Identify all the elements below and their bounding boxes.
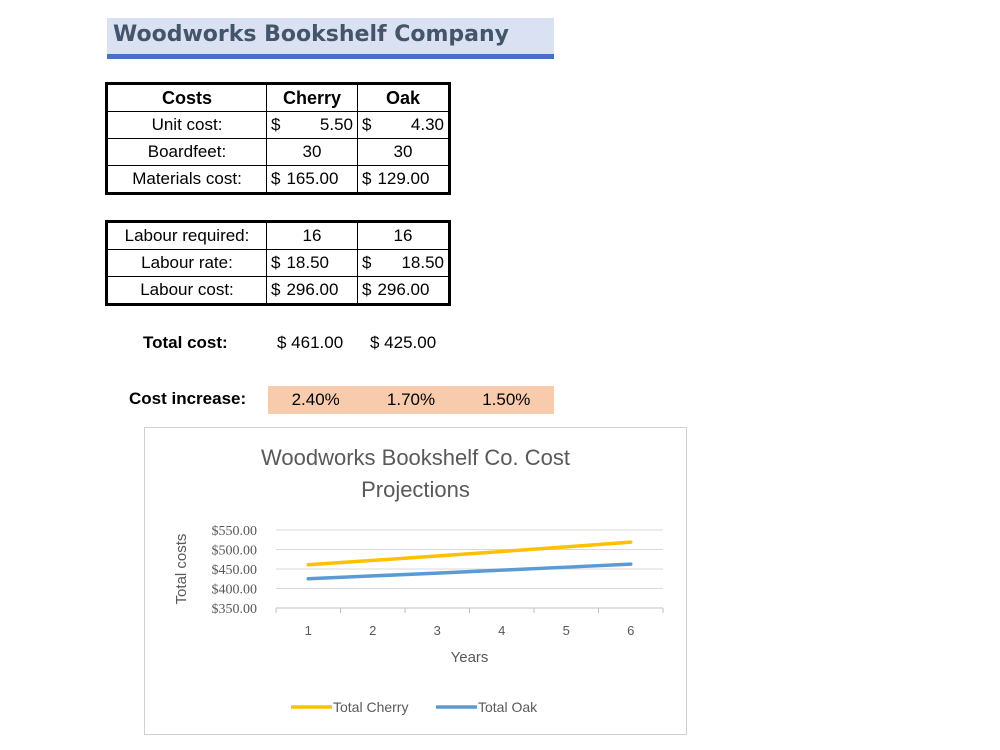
legend-label: Total Oak — [478, 699, 538, 715]
x-tick-label: 2 — [369, 623, 376, 638]
unit-cost-cherry-cell[interactable]: $5.50 — [266, 111, 358, 139]
chart-title-line: Projections — [361, 477, 470, 502]
labour-cost-cherry-cell[interactable]: $296.00 — [266, 276, 358, 304]
unit-cost-oak-cell[interactable]: $4.30 — [357, 111, 449, 139]
total-cost-cherry[interactable]: $ 461.00 — [277, 333, 344, 352]
company-title: Woodworks Bookshelf Company — [113, 22, 509, 47]
currency-sign: $ — [271, 280, 281, 299]
row-labour-cost: Labour cost: $296.00 $296.00 — [107, 276, 449, 304]
labour-cost-oak: 296.00 — [377, 280, 430, 299]
unit-cost-label[interactable]: Unit cost: — [107, 111, 267, 139]
materials-cost-oak-cell[interactable]: $129.00 — [357, 165, 449, 193]
materials-cost-cherry: 165.00 — [286, 169, 339, 188]
currency-sign: $ — [271, 169, 281, 188]
cost-increase-value[interactable]: 1.50% — [482, 390, 531, 409]
labour-required-label[interactable]: Labour required: — [107, 222, 267, 250]
costs-header-row: Costs Cherry Oak — [107, 84, 449, 112]
labour-rate-cherry: 18.50 — [286, 253, 330, 272]
labour-cost-cherry: 296.00 — [286, 280, 339, 299]
x-tick-label: 3 — [434, 623, 441, 638]
boardfeet-label[interactable]: Boardfeet: — [107, 138, 267, 166]
chart-title-line: Woodworks Bookshelf Co. Cost — [261, 445, 570, 470]
row-unit-cost: Unit cost: $5.50 $4.30 — [107, 111, 449, 139]
series-line-oak — [306, 562, 633, 581]
x-tick-label: 4 — [498, 623, 505, 638]
materials-cost-label[interactable]: Materials cost: — [107, 165, 267, 193]
y-tick-label: $450.00 — [212, 563, 258, 578]
row-boardfeet: Boardfeet: 30 30 — [107, 138, 449, 166]
header-oak[interactable]: Oak — [357, 84, 449, 112]
currency-sign: $ — [271, 253, 281, 272]
labour-rate-oak-cell[interactable]: $18.50 — [357, 249, 449, 277]
costs-table: Costs Cherry Oak Unit cost: $5.50 $4.30 … — [105, 82, 451, 195]
unit-cost-cherry: 5.50 — [319, 115, 353, 134]
header-cherry[interactable]: Cherry — [266, 84, 358, 112]
currency-sign: $ — [362, 280, 372, 299]
cost-increase-cells: 2.40% 1.70% 1.50% — [268, 386, 554, 414]
y-tick-label: $500.00 — [212, 544, 258, 559]
labour-cost-label[interactable]: Labour cost: — [107, 276, 267, 304]
cost-increase-label[interactable]: Cost increase: — [129, 389, 247, 408]
row-labour-required: Labour required: 16 16 — [107, 222, 449, 250]
x-tick-label: 5 — [563, 623, 570, 638]
row-labour-rate: Labour rate: $18.50 $18.50 — [107, 249, 449, 277]
currency-sign: $ — [362, 115, 372, 134]
labour-rate-cherry-cell[interactable]: $18.50 — [266, 249, 358, 277]
currency-sign: $ — [271, 115, 281, 134]
labour-rate-oak: 18.50 — [401, 253, 444, 272]
materials-cost-oak: 129.00 — [377, 169, 430, 188]
cost-increase-value[interactable]: 2.40% — [291, 390, 340, 409]
currency-sign: $ — [362, 169, 372, 188]
materials-cost-cherry-cell[interactable]: $165.00 — [266, 165, 358, 193]
labour-table: Labour required: 16 16 Labour rate: $18.… — [105, 220, 451, 306]
labour-required-cherry[interactable]: 16 — [266, 222, 358, 250]
x-tick-label: 1 — [305, 623, 312, 638]
chart-plot: $350.00 $400.00 $450.00 $500.00 $550.00 1 2 3 4 5… — [173, 524, 664, 715]
cost-projection-chart[interactable]: Woodworks Bookshelf Co. Cost Projections… — [144, 427, 687, 735]
currency-sign: $ — [362, 253, 372, 272]
header-costs[interactable]: Costs — [107, 84, 267, 112]
legend-label: Total Cherry — [333, 699, 408, 715]
x-axis-label: Years — [451, 649, 489, 666]
y-tick-label: $550.00 — [212, 524, 258, 539]
row-materials-cost: Materials cost: $165.00 $129.00 — [107, 165, 449, 193]
y-tick-label: $400.00 — [212, 583, 258, 598]
cost-increase-value[interactable]: 1.70% — [386, 390, 436, 409]
company-title-banner: Woodworks Bookshelf Company — [107, 18, 554, 59]
total-cost-row: Total cost: $ 461.00 $ 425.00 — [107, 333, 467, 359]
chart-title: Woodworks Bookshelf Co. Cost Projections — [145, 442, 686, 506]
y-axis-label: Total costs — [173, 534, 190, 605]
labour-required-oak[interactable]: 16 — [357, 222, 449, 250]
total-cost-oak[interactable]: $ 425.00 — [370, 333, 437, 352]
x-tick-label: 6 — [627, 623, 634, 638]
total-cost-label[interactable]: Total cost: — [143, 333, 228, 352]
boardfeet-cherry[interactable]: 30 — [266, 138, 358, 166]
series-line-cherry — [306, 540, 633, 567]
unit-cost-oak: 4.30 — [410, 115, 444, 134]
y-tick-label: $350.00 — [212, 602, 258, 617]
labour-rate-label[interactable]: Labour rate: — [107, 249, 267, 277]
boardfeet-oak[interactable]: 30 — [357, 138, 449, 166]
labour-cost-oak-cell[interactable]: $296.00 — [357, 276, 449, 304]
